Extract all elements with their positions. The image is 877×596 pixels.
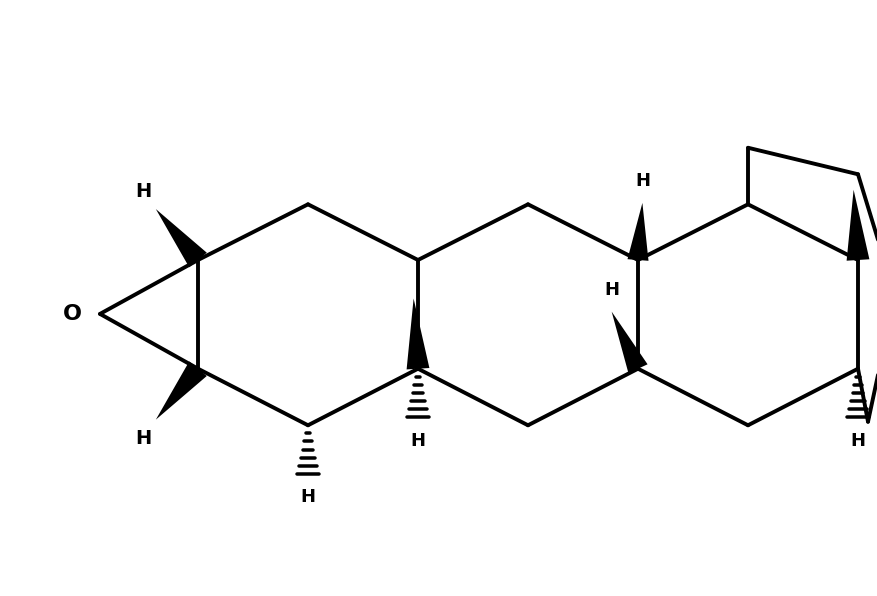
Polygon shape [845,190,868,260]
Text: H: H [410,432,425,450]
Text: O: O [62,304,82,324]
Text: H: H [135,182,152,201]
Polygon shape [406,299,429,370]
Text: H: H [603,281,618,299]
Text: H: H [135,430,152,448]
Polygon shape [627,203,648,261]
Polygon shape [156,209,207,267]
Polygon shape [611,312,647,373]
Text: H: H [850,432,865,450]
Text: H: H [634,172,649,190]
Text: H: H [300,488,315,506]
Polygon shape [156,361,207,420]
